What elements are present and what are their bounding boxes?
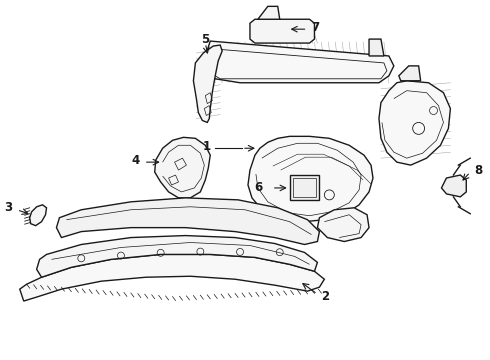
- Text: 8: 8: [474, 163, 483, 176]
- PathPatch shape: [369, 39, 384, 56]
- Text: 5: 5: [201, 33, 209, 46]
- PathPatch shape: [379, 81, 450, 165]
- PathPatch shape: [37, 235, 318, 277]
- PathPatch shape: [248, 136, 373, 222]
- PathPatch shape: [30, 205, 47, 226]
- Text: 2: 2: [321, 289, 330, 303]
- Text: 4: 4: [132, 154, 140, 167]
- Text: 1: 1: [203, 140, 211, 153]
- PathPatch shape: [258, 6, 280, 19]
- PathPatch shape: [194, 45, 222, 122]
- Text: 3: 3: [5, 201, 13, 214]
- PathPatch shape: [56, 198, 319, 244]
- Text: 6: 6: [255, 181, 263, 194]
- PathPatch shape: [155, 137, 210, 198]
- PathPatch shape: [441, 175, 466, 197]
- Text: 7: 7: [312, 21, 319, 34]
- PathPatch shape: [205, 41, 394, 83]
- PathPatch shape: [318, 208, 369, 242]
- PathPatch shape: [290, 175, 319, 200]
- PathPatch shape: [250, 19, 315, 43]
- PathPatch shape: [20, 255, 324, 301]
- PathPatch shape: [399, 66, 420, 81]
